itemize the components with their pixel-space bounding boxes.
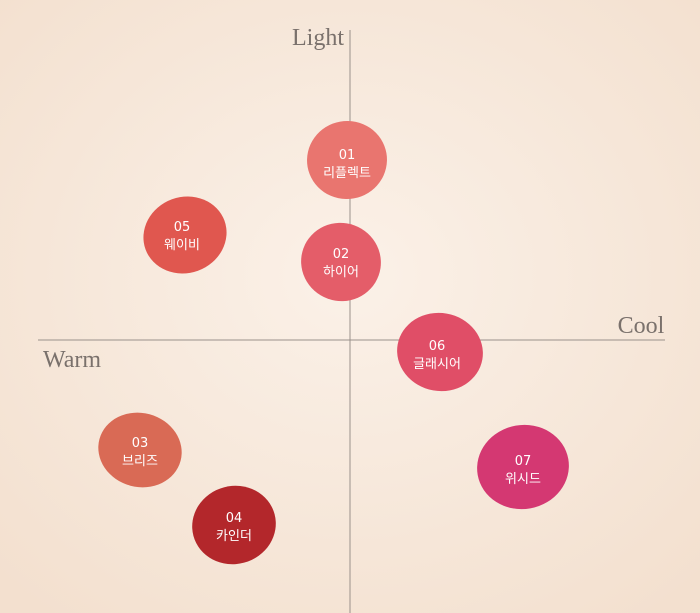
swatch-name: 카인더 <box>216 529 252 544</box>
swatch-blob <box>307 120 387 200</box>
swatch-number: 05 <box>174 220 191 235</box>
swatch-number: 06 <box>429 339 446 354</box>
swatch-blob <box>143 196 227 274</box>
swatch-blob <box>301 222 381 302</box>
axis-label-right: Cool <box>618 313 665 339</box>
swatch-number: 04 <box>226 511 243 526</box>
swatch-blob <box>477 424 569 510</box>
swatch-name: 웨이비 <box>164 238 200 253</box>
swatch: 02 하이어 <box>301 222 381 302</box>
swatch-blob <box>192 485 276 565</box>
swatch-name: 리플렉트 <box>323 166 371 181</box>
swatch-name: 글래시어 <box>413 357 461 372</box>
swatch-number: 02 <box>333 247 350 262</box>
axis-label-top: Light <box>292 25 344 51</box>
swatch-number: 03 <box>132 436 149 451</box>
swatch: 05 웨이비 <box>143 196 227 274</box>
swatch-name: 위시드 <box>505 472 541 487</box>
swatch-name: 하이어 <box>323 265 359 280</box>
swatch-blob <box>98 412 182 488</box>
swatch: 07 위시드 <box>477 424 569 510</box>
swatch-blob <box>397 312 483 392</box>
swatch: 01 리플렉트 <box>307 120 387 200</box>
swatch: 06 글래시어 <box>397 312 483 392</box>
swatch: 03 브리즈 <box>98 412 182 488</box>
swatch-number: 07 <box>515 454 532 469</box>
swatch-name: 브리즈 <box>122 454 158 469</box>
axis-label-left: Warm <box>43 347 101 373</box>
swatch: 04 카인더 <box>192 485 276 565</box>
swatch-number: 01 <box>339 148 356 163</box>
